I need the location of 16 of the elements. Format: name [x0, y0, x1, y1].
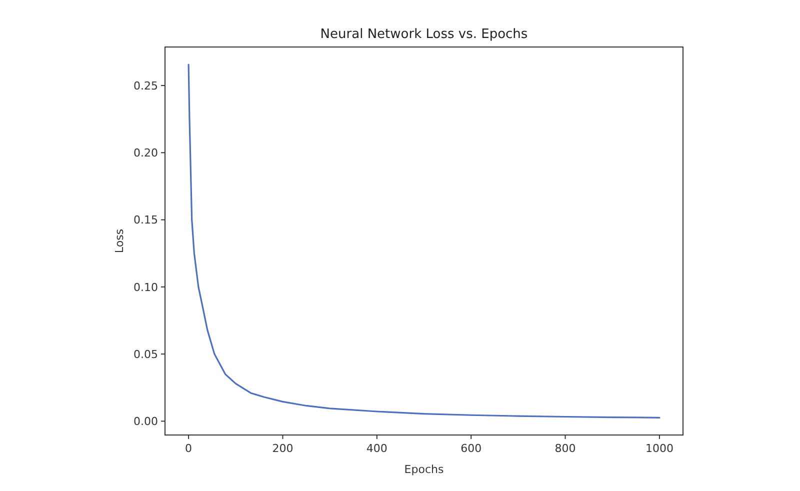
x-tick-label: 600: [460, 442, 482, 455]
y-tick-label: 0.25: [134, 79, 158, 92]
x-tick-label: 800: [554, 442, 576, 455]
x-tick-label: 0: [185, 442, 192, 455]
y-tick-label: 0.05: [134, 348, 158, 361]
x-tick-label: 1000: [645, 442, 674, 455]
y-tick-label: 0.20: [134, 146, 158, 160]
x-tick-label: 200: [272, 442, 294, 455]
x-axis-title: Epochs: [404, 463, 444, 476]
y-tick-label: 0.15: [134, 214, 158, 227]
y-axis-title: Loss: [113, 228, 126, 254]
y-tick-label: 0.00: [134, 415, 158, 428]
chart-title: Neural Network Loss vs. Epochs: [320, 27, 528, 42]
x-tick-label: 400: [366, 442, 388, 455]
line-series: [188, 64, 660, 418]
y-tick-label: 0.10: [134, 280, 158, 294]
